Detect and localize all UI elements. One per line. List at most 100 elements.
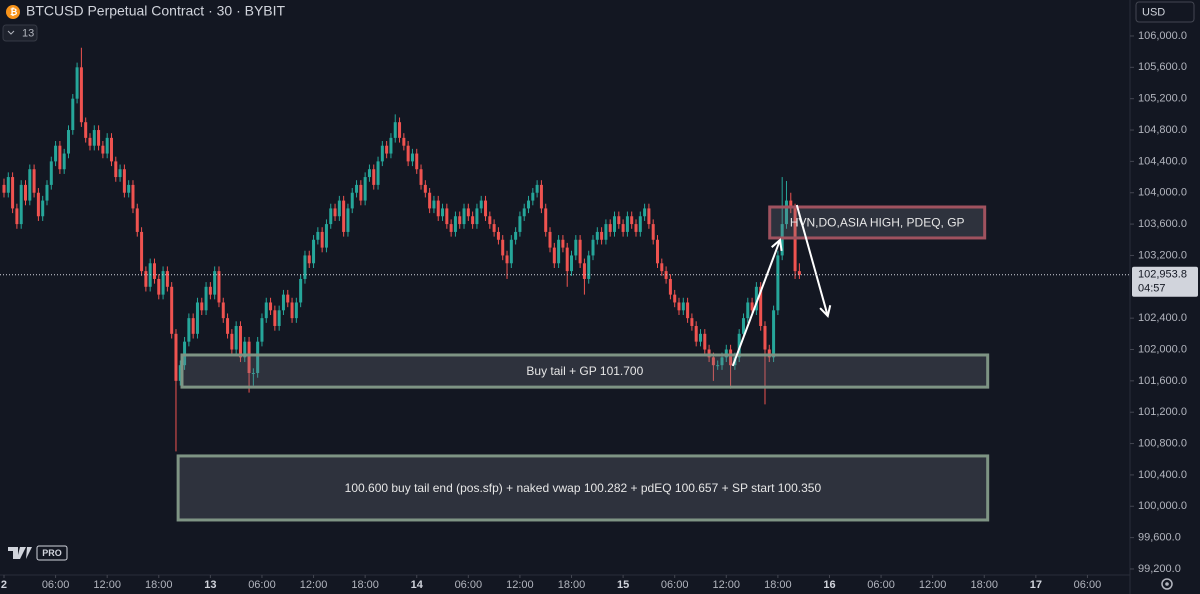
candle-body (660, 263, 664, 272)
candle-body (286, 294, 290, 303)
candle-body (501, 239, 505, 256)
candle-body (759, 286, 763, 326)
candle-body (303, 255, 307, 279)
candle-body (217, 271, 221, 303)
candle-body (213, 271, 217, 295)
candle-body (204, 286, 208, 311)
candle-body (277, 310, 281, 326)
arrow (795, 204, 829, 317)
candle-body (140, 231, 144, 272)
candle-body (71, 98, 75, 131)
candle-body (428, 192, 432, 209)
candle-body (471, 216, 475, 225)
candle-body (604, 224, 608, 240)
indicators-toggle[interactable] (2, 24, 38, 42)
candle-body (608, 224, 612, 232)
candle-body (686, 302, 690, 319)
candle-body (703, 333, 707, 350)
currency-selector[interactable] (1135, 1, 1195, 23)
zone-label: Buy tail + GP 101.700 (526, 364, 643, 378)
last-price-label: 102,953.8 (1138, 269, 1187, 281)
candle-body (509, 239, 513, 264)
y-tick-label: 104,400.0 (1138, 155, 1187, 167)
candle-body (122, 169, 126, 193)
candle-body (668, 278, 672, 295)
candle-body (754, 286, 758, 311)
coin-glyph: ₿ (10, 7, 17, 17)
candle-body (342, 200, 346, 232)
candle-body (6, 177, 10, 193)
settings-button[interactable] (1161, 578, 1173, 590)
x-tick-label: 12:00 (93, 579, 121, 591)
candle-body (630, 216, 634, 225)
candle-body (54, 145, 58, 162)
plot-area (2, 47, 801, 452)
candle-body (299, 278, 303, 303)
candle-body (445, 208, 449, 225)
candle-body (591, 239, 595, 256)
candle-body (587, 255, 591, 279)
y-tick-label: 104,800.0 (1138, 124, 1187, 136)
logo: PRO (8, 545, 68, 561)
candle-body (84, 122, 88, 138)
candle-body (144, 271, 148, 287)
candle-body (256, 341, 260, 374)
candle-body (127, 184, 131, 193)
y-tick-label: 103,600.0 (1138, 218, 1187, 230)
candle-body (475, 208, 479, 225)
candle-body (406, 145, 410, 162)
candle-body (690, 318, 694, 326)
x-tick-label: 06:00 (248, 579, 276, 591)
candle-body (101, 145, 105, 154)
candle-body (780, 224, 784, 256)
candle-body (449, 224, 453, 232)
x-tick-label: 06:00 (1074, 579, 1102, 591)
y-tick-label: 101,200.0 (1138, 406, 1187, 418)
candle-body (105, 137, 109, 154)
candle-body (711, 357, 715, 366)
candle-body (505, 255, 509, 264)
candle-body (109, 137, 113, 162)
candle-body (316, 231, 320, 240)
candle-body (226, 318, 230, 334)
candle-body (793, 208, 797, 272)
candle-body (19, 184, 23, 225)
candle-body (385, 145, 389, 154)
candle-body (320, 231, 324, 248)
arrow-head (819, 305, 832, 318)
candle-body (741, 318, 745, 334)
candle-body (522, 208, 526, 217)
candle-body (582, 263, 586, 279)
candle-body (355, 184, 359, 193)
candle-body (264, 302, 268, 319)
candle-body (346, 208, 350, 232)
candle-body (436, 200, 440, 217)
candle-body (479, 200, 483, 209)
candle-body (746, 302, 750, 319)
chevron (7, 30, 15, 35)
candle-body (398, 122, 402, 138)
candle-body (544, 208, 548, 232)
candle-body (625, 216, 629, 232)
y-tick-label: 99,200.0 (1138, 563, 1181, 575)
candle-body (2, 184, 6, 193)
candle-body (432, 200, 436, 209)
candle-body (673, 294, 677, 303)
candle-body (195, 302, 199, 334)
x-tick-label: 18:00 (145, 579, 173, 591)
candle-body (647, 208, 651, 225)
candle-body (97, 130, 101, 146)
y-tick-label: 104,000.0 (1138, 187, 1187, 199)
x-tick-label: 06:00 (455, 579, 483, 591)
candle-body (617, 216, 621, 225)
candle-body (79, 67, 83, 123)
x-tick-label: 18:00 (351, 579, 379, 591)
candle-body (484, 200, 488, 217)
y-tick-label: 105,600.0 (1138, 61, 1187, 73)
candle-body (694, 325, 698, 342)
candle-body (441, 208, 445, 217)
candle-body (247, 341, 251, 374)
candle-body (183, 341, 187, 366)
